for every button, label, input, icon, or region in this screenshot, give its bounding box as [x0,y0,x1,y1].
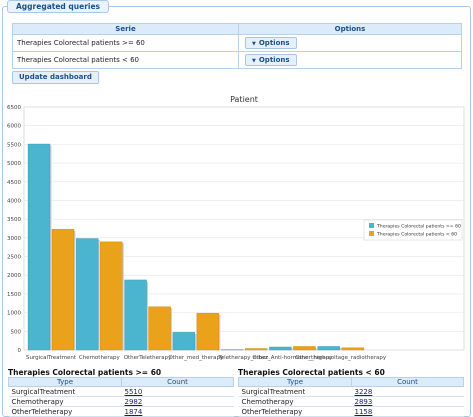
bar-series1[interactable] [27,143,51,351]
type-cell: SurgicalTreatment [238,386,352,397]
y-tick-label: 1500 [7,292,21,298]
legend-box [363,219,463,241]
x-tick-label: Other_med_therapy [168,355,223,361]
table-row: OtherTeletherapy 1874 [8,406,234,417]
x-tick-label: Teletherapy_n.bez. [217,355,270,361]
table-row: Therapies Colorectal patients >= 60 ▼ Opt… [12,34,462,52]
count-link[interactable]: 1158 [354,407,373,416]
bar-series2[interactable] [100,241,123,351]
bar-series2[interactable] [51,229,75,351]
summary-left-title: Therapies Colorectal patients >= 60 [8,368,162,377]
legend-swatch [369,231,374,236]
y-tick-label: 4000 [7,198,21,204]
count-cell: 5510 [121,386,234,397]
count-link[interactable]: 1874 [124,407,143,416]
type-cell: OtherTeletherapy [8,406,122,417]
y-tick-label: 3500 [7,217,21,223]
series-table: Serie Options Therapies Colorectal patie… [12,23,462,69]
x-tick-label: Chemotherapy [79,355,121,361]
bar-series2[interactable] [341,347,364,351]
count-cell: 2893 [351,396,464,407]
count-cell: 1158 [351,406,464,417]
caret-down-icon: ▼ [252,41,256,47]
bar-series1[interactable] [269,346,292,351]
y-tick-label: 5500 [7,142,21,148]
summary-left-table: Type Count SurgicalTreatment 5510 Chemot… [8,377,234,417]
type-column-header: Type [8,377,122,387]
type-cell: Chemotherapy [8,396,122,407]
x-tick-label: OtherTeletherapy [124,355,172,361]
type-cell: Chemotherapy [238,396,352,407]
x-tick-label: SurgicalTreatment [26,355,77,361]
y-tick-label: 5000 [7,161,21,167]
options-label: Options [258,56,290,64]
bar-series2[interactable] [293,346,316,351]
table-row: Therapies Colorectal patients < 60 ▼ Opti… [12,51,462,69]
y-tick-label: 1000 [7,311,21,317]
options-label: Options [258,39,290,47]
options-button[interactable]: ▼ Options [245,37,297,49]
y-tick-label: 6500 [7,105,21,111]
bar-series1[interactable] [172,332,196,351]
chart-title: Patient [230,95,258,104]
caret-down-icon: ▼ [252,58,256,64]
count-link[interactable]: 2893 [354,397,373,406]
count-link[interactable]: 2982 [124,397,143,406]
y-tick-label: 0 [18,348,22,354]
count-column-header: Count [121,377,234,387]
legend-label: Therapies Colorectal patients < 60 [376,232,457,238]
table-row: SurgicalTreatment 3228 [238,386,464,397]
type-column-header: Type [238,377,352,387]
bar-series1[interactable] [124,279,147,351]
y-tick-label: 3000 [7,236,21,242]
summary-right-title: Therapies Colorectal patients < 60 [238,368,385,377]
panel-title[interactable]: Aggregated queries [7,0,110,13]
table-row: OtherTeletherapy 1158 [238,406,464,417]
table-row: Chemotherapy 2893 [238,396,464,407]
chart-area: Patient 0 500 1000 1500 2000 2500 3000 3500 4000 4… [0,90,473,365]
type-cell: SurgicalTreatment [8,386,122,397]
y-tick-label: 6000 [7,124,21,130]
count-cell: 2982 [121,396,234,407]
count-link[interactable]: 3228 [354,387,373,396]
options-cell: ▼ Options [238,51,462,69]
legend-label: Therapies Colorectal patients >= 60 [376,224,461,230]
count-link[interactable]: 5510 [124,387,143,396]
y-tick-label: 2000 [7,273,21,279]
serie-name: Therapies Colorectal patients >= 60 [12,34,239,52]
options-column-header: Options [238,23,462,35]
bar-series1[interactable] [76,238,99,351]
serie-column-header: Serie [12,23,239,35]
x-tick-label: Other_high-voltage_radiotherapy [295,355,387,361]
count-cell: 1874 [121,406,234,417]
y-tick-label: 500 [11,329,22,335]
bar-chart: Patient 0 500 1000 1500 2000 2500 3000 3500 4000 4… [7,95,465,361]
count-column-header: Count [351,377,464,387]
count-cell: 3228 [351,386,464,397]
table-row: SurgicalTreatment 5510 [8,386,234,397]
update-dashboard-button[interactable]: Update dashboard [12,71,99,84]
legend-swatch [369,223,374,228]
bar-series2[interactable] [148,306,171,351]
summary-right-table: Type Count SurgicalTreatment 3228 Chemot… [238,377,464,417]
y-tick-label: 2500 [7,255,21,261]
options-button[interactable]: ▼ Options [245,54,297,66]
x-tick-label: Other_Anti-hormone_therapy [252,355,333,361]
serie-name: Therapies Colorectal patients < 60 [12,51,239,69]
options-cell: ▼ Options [238,34,462,52]
table-row: Chemotherapy 2982 [8,396,234,407]
bar-series1[interactable] [317,346,340,351]
type-cell: OtherTeletherapy [238,406,352,417]
bar-series2[interactable] [196,312,220,351]
y-tick-label: 4500 [7,180,21,186]
bar-series2[interactable] [244,348,268,351]
